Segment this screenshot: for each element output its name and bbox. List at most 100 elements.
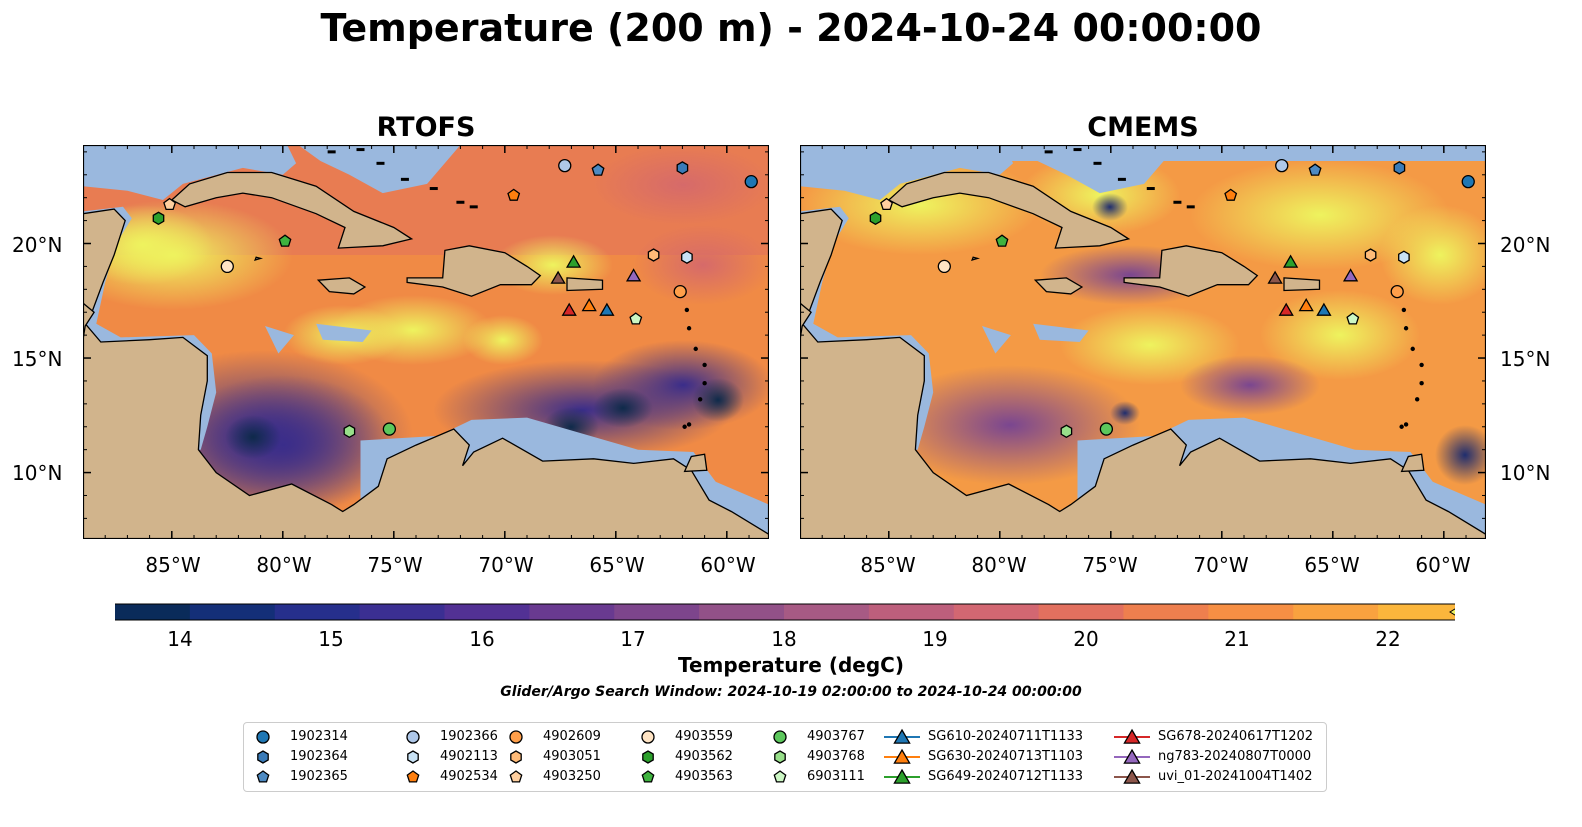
colorbar-segment: [1123, 604, 1209, 620]
island: [686, 422, 692, 427]
colorbar-tick-14: 14: [167, 627, 193, 651]
shelf-area: [265, 326, 294, 354]
obs-marker-SG649-20240712T1133: [565, 254, 582, 268]
island: [686, 326, 692, 331]
legend-marker-4903563: [641, 770, 655, 783]
legend-marker-1902314: [256, 730, 270, 744]
island: [469, 205, 478, 209]
obs-marker-4903559: [220, 259, 234, 274]
colorbar-segment: [115, 604, 191, 620]
land-area: [1123, 245, 1259, 297]
legend-label: uvi_01-20241004T1402: [1158, 769, 1313, 784]
island: [1399, 424, 1404, 429]
island: [1419, 381, 1424, 386]
obs-marker-4903562: [869, 211, 882, 226]
colorbar-segment: [189, 604, 276, 620]
obs-marker-SG610-20240711T1133: [1316, 302, 1332, 316]
obs-marker-ng783-20240807T0000: [1342, 268, 1359, 282]
obs-marker-4903767: [382, 422, 397, 436]
shelf-area: [982, 326, 1011, 354]
obs-marker-4903563: [995, 234, 1009, 247]
obs-marker-1902364: [676, 161, 689, 175]
lon-label-85w-cmems: 85°W: [860, 553, 916, 577]
colorbar-tick-16: 16: [469, 627, 495, 651]
obs-marker-4903768: [1060, 424, 1073, 439]
lon-label-70w-rtofs: 70°W: [478, 553, 534, 577]
lat-label-10-left: 10°N: [12, 461, 63, 485]
colorbar-tick-21: 21: [1224, 627, 1250, 651]
obs-marker-SG610-20240711T1133: [599, 302, 615, 316]
colorbar: [115, 603, 1455, 621]
colorbar-tick-18: 18: [771, 627, 797, 651]
legend-label: SG630-20240713T1103: [928, 749, 1084, 764]
land-area: [971, 256, 980, 261]
colorbar-segment: [359, 604, 445, 620]
island: [702, 381, 707, 386]
island: [456, 200, 465, 204]
legend-marker-4903051: [510, 750, 522, 764]
lon-label-80w-rtofs: 80°W: [256, 553, 312, 577]
panel-title-cmems: CMEMS: [1087, 112, 1199, 143]
legend-marker-4902534: [406, 770, 420, 783]
lat-label-20-right: 20°N: [1500, 233, 1551, 257]
obs-marker-6903111: [1346, 312, 1360, 325]
island: [1146, 187, 1155, 191]
island: [356, 148, 365, 152]
obs-marker-4902609: [1390, 284, 1404, 299]
obs-marker-1902364: [1393, 161, 1406, 175]
legend-label: 6903111: [807, 769, 865, 784]
colorbar-tick-22: 22: [1375, 627, 1401, 651]
colorbar-segment: [699, 604, 785, 620]
island: [1410, 346, 1415, 352]
lon-label-70w-cmems: 70°W: [1193, 553, 1249, 577]
lon-label-75w-rtofs: 75°W: [367, 553, 423, 577]
legend-label: 4903767: [807, 729, 865, 744]
obs-marker-4903051: [647, 248, 660, 262]
colorbar-segment: [1208, 604, 1294, 620]
colorbar-segment: [274, 604, 361, 620]
legend-label: 4903563: [675, 769, 733, 784]
legend-label: 1902314: [290, 729, 348, 744]
legend-label: 4902113: [440, 749, 498, 764]
obs-marker-SG630-20240713T1103: [1298, 297, 1314, 312]
legend-marker-SG630-20240713T1103: [893, 748, 911, 764]
obs-marker-1902365: [591, 163, 605, 176]
colorbar-segment: [614, 604, 700, 620]
legend-marker-uvi_01-20241004T1402: [1123, 768, 1141, 784]
legend: 1902314 1902364 1902365 1902366 4902113 49025…: [243, 722, 1327, 792]
legend-marker-4903767: [773, 730, 787, 744]
obs-marker-4902534: [1224, 188, 1238, 201]
land-area: [1283, 277, 1321, 292]
legend-label: 4903051: [543, 749, 601, 764]
island: [1173, 200, 1182, 204]
obs-marker-SG678-20240617T1202: [561, 302, 577, 316]
colorbar-tick-17: 17: [620, 627, 646, 651]
legend-marker-4903768: [774, 750, 786, 764]
obs-marker-4902113: [1398, 250, 1410, 264]
colorbar-segment: [1293, 604, 1379, 620]
land-area: [1400, 453, 1425, 473]
colorbar-label: Temperature (degC): [678, 653, 904, 677]
legend-marker-4903559: [641, 730, 655, 744]
legend-marker-4902113: [407, 750, 419, 764]
figure-title: Temperature (200 m) - 2024-10-24 00:00:0…: [320, 6, 1262, 50]
island: [1117, 177, 1126, 181]
legend-marker-1902364: [257, 750, 269, 764]
lon-label-75w-cmems: 75°W: [1082, 553, 1138, 577]
search-window-note: Glider/Argo Search Window: 2024-10-19 02…: [500, 684, 1082, 700]
obs-marker-1902366: [1275, 158, 1289, 173]
obs-marker-4903051: [1364, 248, 1377, 262]
land-area: [83, 208, 769, 539]
obs-marker-SG630-20240713T1103: [581, 297, 597, 312]
legend-label: 4902534: [440, 769, 498, 784]
rtofs-map: [83, 145, 769, 539]
land-area: [800, 208, 1486, 539]
lon-label-65w-rtofs: 65°W: [589, 553, 645, 577]
lat-label-20-left: 20°N: [12, 233, 63, 257]
legend-marker-1902365: [256, 770, 270, 783]
lon-label-80w-cmems: 80°W: [971, 553, 1027, 577]
island: [376, 161, 385, 165]
island: [1414, 397, 1420, 402]
obs-marker-SG678-20240617T1202: [1278, 302, 1294, 316]
lon-label-85w-rtofs: 85°W: [145, 553, 201, 577]
